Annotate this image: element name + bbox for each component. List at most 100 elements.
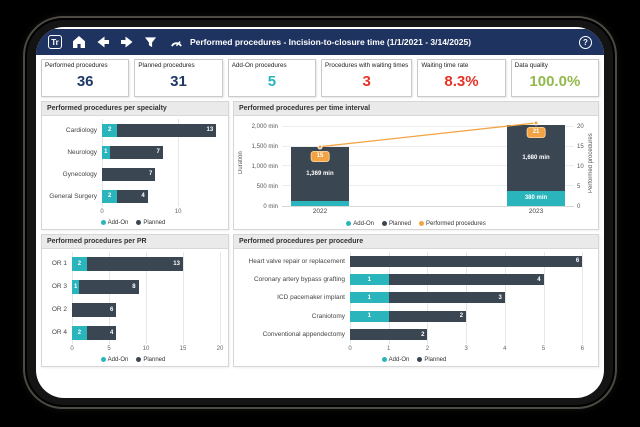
bar-track[interactable]: 7 bbox=[102, 167, 220, 181]
bar-segment-add-on[interactable]: 2 bbox=[72, 325, 87, 340]
bar-row-neurology: Neurology 1 7 bbox=[46, 145, 220, 159]
legend-label: Planned bbox=[424, 356, 447, 363]
bar-segment-planned[interactable]: 4 bbox=[117, 189, 148, 203]
bar-segment-add-on[interactable]: 1 bbox=[350, 274, 389, 286]
legend-label: Planned bbox=[143, 219, 166, 226]
bar-segment-add-on[interactable]: 2 bbox=[102, 189, 118, 203]
bar-segment-planned[interactable]: 8 bbox=[79, 279, 139, 294]
legend-label: Add-On bbox=[353, 220, 374, 227]
kpi-card-add-on-procedures: Add-On procedures 5 bbox=[227, 59, 317, 97]
home-icon[interactable] bbox=[71, 35, 86, 50]
kpi-value: 31 bbox=[170, 73, 187, 90]
bar-segment-planned[interactable]: 6 bbox=[350, 255, 583, 267]
bar-track[interactable]: 2 13 bbox=[72, 256, 220, 271]
bar-segment-add-on[interactable]: 1 bbox=[102, 145, 110, 159]
gauge-icon bbox=[169, 35, 184, 50]
line-value-badge: 21 bbox=[526, 126, 546, 138]
panel-specialty-chart: Performed procedures per specialty Cardi… bbox=[41, 101, 229, 230]
bar-segment-planned[interactable]: 6 bbox=[72, 302, 117, 317]
gridline bbox=[282, 165, 574, 167]
legend-item-planned[interactable]: Planned bbox=[136, 357, 165, 363]
bar-segment-planned[interactable]: 2 bbox=[350, 329, 428, 341]
plot-area: 1,369 min 2022 1,680 min 380 min 2023 15 21 bbox=[282, 119, 574, 215]
bar-segment-planned[interactable]: 7 bbox=[109, 145, 163, 159]
axis-tick: 4 bbox=[503, 346, 507, 352]
kpi-label: Data quality bbox=[514, 62, 548, 69]
bar-row-cardiology: Cardiology 2 13 bbox=[46, 123, 220, 137]
legend-item-planned[interactable]: Planned bbox=[136, 220, 165, 226]
bar-segment-add-on[interactable]: 2 bbox=[102, 123, 118, 137]
gridline bbox=[146, 252, 147, 344]
navbar: Tr Performed procedures - Inci bbox=[36, 29, 604, 55]
category-label: Craniotomy bbox=[311, 312, 345, 320]
x-axis-label-2022: 2022 bbox=[312, 208, 328, 215]
bar-track[interactable]: 6 bbox=[72, 302, 220, 317]
bar-value: 8 bbox=[132, 283, 136, 290]
x-axis-label-2023: 2023 bbox=[528, 208, 544, 215]
legend-item-performed-procedures[interactable]: Performed procedures bbox=[419, 221, 486, 227]
bar-segment-add-on[interactable]: 1 bbox=[72, 279, 80, 294]
back-arrow-icon[interactable] bbox=[95, 35, 110, 50]
kpi-value: 36 bbox=[76, 73, 94, 90]
legend-item-add-on[interactable]: Add-On bbox=[100, 357, 128, 363]
filter-icon[interactable] bbox=[143, 35, 158, 50]
page-title: Performed procedures - Incision-to-closu… bbox=[189, 37, 472, 47]
panel-procedure-chart: Performed procedures per procedure Heart… bbox=[233, 234, 599, 367]
legend-dot bbox=[381, 357, 387, 362]
legend-item-add-on[interactable]: Add-On bbox=[100, 220, 128, 226]
forward-arrow-icon[interactable] bbox=[119, 35, 134, 50]
gridline bbox=[504, 252, 506, 344]
bar-track[interactable]: 6 bbox=[350, 255, 590, 267]
page-title-group: Performed procedures - Incision-to-closu… bbox=[169, 35, 471, 50]
bar-track[interactable]: 2 bbox=[350, 329, 590, 341]
bar-value: 1 bbox=[104, 149, 108, 155]
bar-segment-planned[interactable]: 4 bbox=[388, 274, 544, 286]
legend-item-planned[interactable]: Planned bbox=[381, 221, 411, 227]
legend-item-planned[interactable]: Planned bbox=[417, 357, 446, 363]
kpi-value: 8.3% bbox=[444, 73, 479, 90]
category-label: Gynecology bbox=[62, 170, 97, 178]
column-segment-add-on[interactable]: 380 min bbox=[506, 190, 566, 206]
bar-segment-add-on[interactable]: 2 bbox=[72, 256, 87, 271]
axis-tick: 0 bbox=[577, 204, 581, 210]
bar-segment-planned[interactable]: 3 bbox=[388, 292, 505, 304]
bar-segment-add-on[interactable]: 1 bbox=[350, 310, 389, 322]
column-segment-add-on[interactable] bbox=[290, 200, 350, 206]
legend-dot bbox=[346, 221, 352, 226]
line-point[interactable] bbox=[533, 120, 539, 126]
y-axis-title-right: Performed procedures bbox=[588, 133, 594, 193]
bar-segment-add-on[interactable]: 1 bbox=[350, 292, 389, 304]
gridline bbox=[282, 125, 574, 127]
axis-tick: 500 min bbox=[256, 184, 278, 190]
bar-segment-planned[interactable]: 13 bbox=[117, 123, 217, 137]
axis-tick: 1,500 min bbox=[251, 144, 278, 150]
bar-segment-planned[interactable]: 7 bbox=[102, 167, 156, 181]
help-icon[interactable]: ? bbox=[579, 35, 592, 49]
bar-segment-planned[interactable]: 2 bbox=[388, 310, 467, 322]
legend-item-add-on[interactable]: Add-On bbox=[346, 221, 374, 227]
legend-item-add-on[interactable]: Add-On bbox=[381, 356, 410, 363]
segment-value: 380 min bbox=[524, 195, 548, 202]
bar-segment-planned[interactable]: 13 bbox=[86, 256, 183, 271]
bar-track[interactable]: 2 13 bbox=[102, 123, 220, 137]
axis-tick: 0 bbox=[100, 209, 104, 215]
legend-label: Add-On bbox=[388, 356, 410, 363]
bar-value: 4 bbox=[110, 329, 114, 336]
kpi-card-performed-procedures: Performed procedures 36 bbox=[41, 59, 130, 97]
app-logo[interactable]: Tr bbox=[48, 35, 62, 49]
category-label: OR 1 bbox=[51, 260, 67, 267]
y-axis-title-left: Duration bbox=[238, 151, 244, 175]
segment-value: 1,369 min bbox=[306, 170, 334, 177]
legend-dot bbox=[417, 357, 423, 362]
line-point[interactable] bbox=[317, 144, 323, 150]
line-series bbox=[282, 119, 574, 206]
bar-segment-planned[interactable]: 4 bbox=[86, 325, 117, 340]
